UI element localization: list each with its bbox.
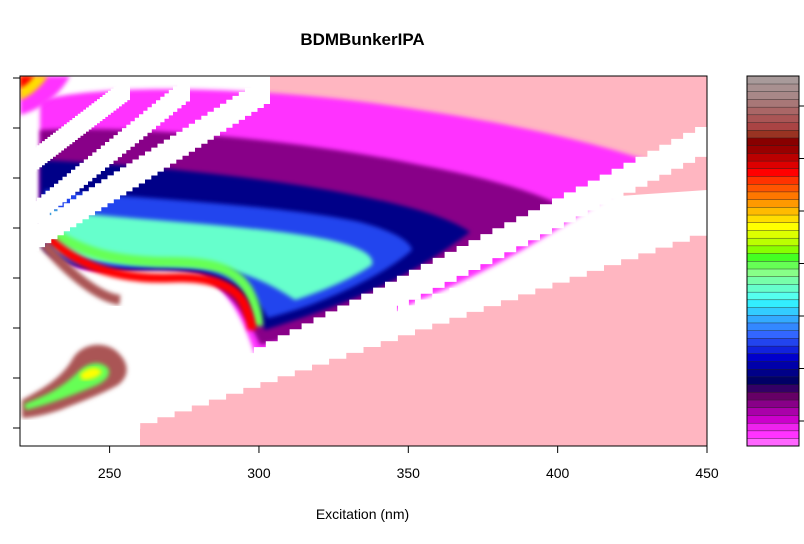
x-tick-label: 350 (397, 465, 421, 481)
colorbar-swatch (746, 214, 800, 223)
colorbar-swatch (746, 122, 800, 131)
x-tick-label: 450 (695, 465, 719, 481)
colorbar-swatch (746, 129, 800, 139)
x-tick-label: 400 (546, 465, 570, 481)
colorbar-swatch (746, 260, 800, 270)
colorbar-swatch (746, 176, 800, 185)
colorbar-swatch (746, 160, 800, 170)
colorbar-swatch (746, 183, 800, 193)
colorbar-swatch (746, 307, 800, 316)
x-tick-label: 300 (247, 465, 271, 481)
scatter-band-2 (20, 76, 190, 237)
scatter-band-5 (20, 206, 707, 446)
colorbar-swatch (746, 430, 800, 439)
colorbar-swatch (746, 168, 800, 177)
colorbar-swatch (746, 75, 800, 85)
colorbar-swatch (746, 422, 800, 432)
colorbar-swatch (746, 245, 800, 254)
colorbar-swatch (746, 291, 800, 301)
colorbar-swatch (746, 145, 800, 154)
colorbar-swatch (746, 314, 800, 324)
colorbar-swatch (746, 361, 800, 370)
colorbar-swatch (746, 353, 800, 362)
colorbar-swatch (746, 83, 800, 92)
colorbar-swatch (746, 199, 800, 208)
x-axis: 250 300 350 400 450 (98, 446, 719, 481)
colorbar-swatch (746, 253, 800, 262)
colorbar-swatch (746, 237, 800, 247)
x-axis-label: Excitation (nm) (315, 506, 410, 522)
chart-title: BDMBunkerIPA (300, 30, 425, 49)
colorbar (746, 75, 804, 447)
scatter-bands (20, 76, 707, 446)
colorbar-swatch (746, 152, 800, 162)
plot-frame (19, 75, 708, 447)
colorbar-frame (746, 75, 800, 447)
colorbar-swatch (746, 337, 800, 347)
colorbar-swatch (746, 222, 800, 231)
colorbar-swatch (746, 206, 800, 216)
scatter-band-3 (20, 76, 270, 259)
colorbar-swatch (746, 438, 800, 447)
colorbar-swatch (746, 407, 800, 416)
colorbar-swatch (746, 376, 800, 385)
heatmap-corner-red (20, 76, 34, 88)
heatmap-region-cyan (50, 210, 373, 300)
colorbar-swatch (746, 276, 800, 285)
heatmap-plot-area (20, 76, 707, 446)
heatmap-ridge-green (49, 227, 263, 327)
colorbar-swatch (746, 268, 800, 277)
colorbar-swatch (746, 368, 800, 378)
colorbar-swatch (746, 345, 800, 354)
colorbar-swatch (746, 229, 800, 239)
colorbar-swatch (746, 330, 800, 339)
colorbar-swatch (746, 299, 800, 308)
x-tick-label: 250 (98, 465, 122, 481)
colorbar-swatch (746, 391, 800, 401)
colorbar-swatch (746, 98, 800, 108)
colorbar-swatch (746, 91, 800, 100)
heatmap-ridge-brown (40, 240, 121, 305)
scatter-band-bottom (20, 420, 140, 446)
heatmap-lower-peak-center (80, 367, 102, 380)
colorbar-swatch (746, 399, 800, 408)
colorbar-swatch (746, 322, 800, 331)
colorbar-swatch (746, 414, 800, 424)
colorbar-swatch (746, 106, 800, 116)
scatter-band-1 (20, 76, 130, 182)
colorbar-swatch (746, 283, 800, 293)
colorbar-swatch (746, 114, 800, 123)
heatmap-ridge-red (45, 234, 257, 331)
colorbar-swatch (746, 384, 800, 393)
colorbar-swatch (746, 137, 800, 146)
y-axis (13, 77, 20, 429)
colorbar-swatch (746, 191, 800, 200)
